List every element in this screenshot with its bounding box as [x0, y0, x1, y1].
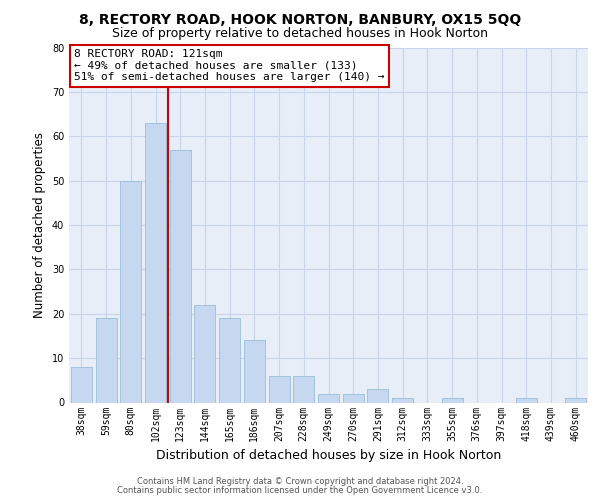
Bar — [442, 398, 463, 402]
Bar — [194, 305, 215, 402]
Bar — [343, 394, 364, 402]
Text: Contains public sector information licensed under the Open Government Licence v3: Contains public sector information licen… — [118, 486, 482, 495]
Bar — [244, 340, 265, 402]
Text: 8 RECTORY ROAD: 121sqm
← 49% of detached houses are smaller (133)
51% of semi-de: 8 RECTORY ROAD: 121sqm ← 49% of detached… — [74, 50, 385, 82]
Bar — [516, 398, 537, 402]
Bar — [318, 394, 339, 402]
Bar — [269, 376, 290, 402]
Text: Size of property relative to detached houses in Hook Norton: Size of property relative to detached ho… — [112, 28, 488, 40]
Bar — [565, 398, 586, 402]
Text: 8, RECTORY ROAD, HOOK NORTON, BANBURY, OX15 5QQ: 8, RECTORY ROAD, HOOK NORTON, BANBURY, O… — [79, 12, 521, 26]
Y-axis label: Number of detached properties: Number of detached properties — [33, 132, 46, 318]
Bar — [120, 180, 141, 402]
X-axis label: Distribution of detached houses by size in Hook Norton: Distribution of detached houses by size … — [156, 449, 501, 462]
Bar — [392, 398, 413, 402]
Bar — [145, 123, 166, 402]
Bar — [293, 376, 314, 402]
Bar — [367, 389, 388, 402]
Bar — [219, 318, 240, 402]
Text: Contains HM Land Registry data © Crown copyright and database right 2024.: Contains HM Land Registry data © Crown c… — [137, 477, 463, 486]
Bar — [170, 150, 191, 402]
Bar — [71, 367, 92, 402]
Bar — [95, 318, 116, 402]
